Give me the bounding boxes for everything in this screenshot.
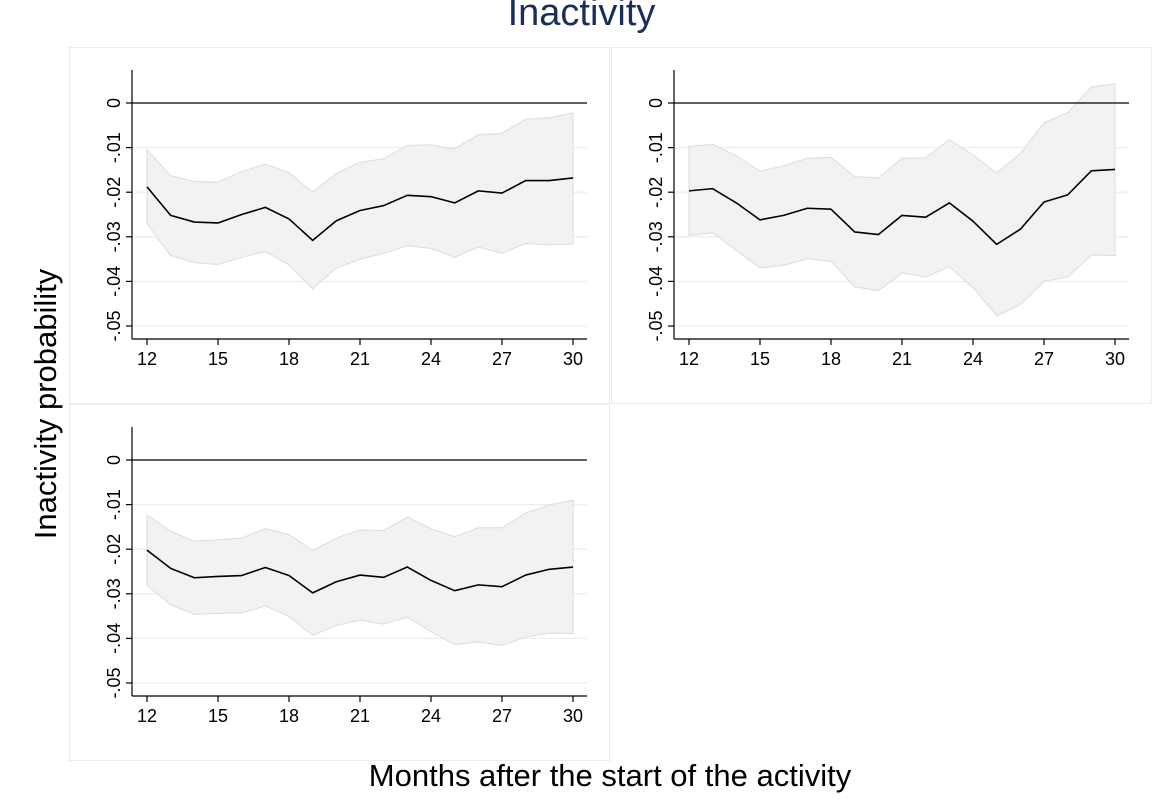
x-tick-label: 21 [350, 706, 370, 726]
series-line [146, 549, 574, 594]
x-tick-label: 12 [679, 349, 699, 369]
x-tick-label: 15 [208, 706, 228, 726]
x-tick-label: 18 [821, 349, 841, 369]
series-line [688, 168, 1116, 246]
y-tick-label: -.03 [104, 578, 124, 609]
y-axis-label: Inactivity probability [28, 268, 63, 540]
x-tick-label: 30 [563, 349, 583, 369]
y-tick-label: -.01 [104, 132, 124, 163]
y-tick-label: -.04 [104, 266, 124, 297]
chart-panel-1: 0 -.01 -.02 -.03 -.04 -.05 12 15 18 21 24 27 30 [69, 47, 610, 404]
x-tick-label: 24 [963, 349, 983, 369]
x-tick-label: 18 [279, 706, 299, 726]
x-tick-label: 21 [892, 349, 912, 369]
y-tick-label: -.01 [646, 132, 666, 163]
y-tick-label: -.05 [646, 310, 666, 341]
confidence-band [688, 83, 1116, 317]
x-tick-label: 24 [421, 349, 441, 369]
y-tick-label: -.01 [104, 489, 124, 520]
y-tick-label: 0 [104, 455, 124, 465]
confidence-band [146, 112, 574, 290]
y-tick-label: -.04 [646, 266, 666, 297]
y-tick-label: -.05 [104, 667, 124, 698]
chart-svg-3: 0 -.01 -.02 -.03 -.04 -.05 12 15 18 21 24 27 30 [104, 427, 587, 726]
x-tick-label: 27 [492, 706, 512, 726]
x-tick-label: 24 [421, 706, 441, 726]
y-tick-label: -.02 [104, 177, 124, 208]
chart-svg-1: 0 -.01 -.02 -.03 -.04 -.05 12 15 18 21 24 27 30 [104, 70, 587, 369]
x-tick-label: 12 [137, 706, 157, 726]
y-tick-label: -.02 [104, 534, 124, 565]
x-tick-label: 27 [492, 349, 512, 369]
x-tick-label: 30 [1105, 349, 1125, 369]
chart-svg-2: 0 -.01 -.02 -.03 -.04 -.05 12 15 18 21 24 27 30 [646, 70, 1129, 369]
figure-title: Inactivity [507, 0, 656, 34]
series-line [146, 177, 574, 242]
y-tick-label: 0 [646, 98, 666, 108]
x-tick-label: 15 [208, 349, 228, 369]
x-axis-label: Months after the start of the activity [368, 758, 852, 793]
chart-panel-3: 0 -.01 -.02 -.03 -.04 -.05 12 15 18 21 24 27 30 [69, 404, 610, 761]
x-tick-label: 30 [563, 706, 583, 726]
y-tick-label: -.02 [646, 177, 666, 208]
x-tick-label: 12 [137, 349, 157, 369]
y-tick-label: -.03 [104, 221, 124, 252]
chart-panel-2: 0 -.01 -.02 -.03 -.04 -.05 12 15 18 21 24 27 30 [611, 47, 1152, 404]
confidence-band [146, 499, 574, 647]
y-tick-label: -.04 [104, 623, 124, 654]
y-tick-label: -.05 [104, 310, 124, 341]
y-tick-label: 0 [104, 98, 124, 108]
x-tick-label: 21 [350, 349, 370, 369]
x-tick-label: 27 [1034, 349, 1054, 369]
y-tick-label: -.03 [646, 221, 666, 252]
x-tick-label: 15 [750, 349, 770, 369]
x-tick-label: 18 [279, 349, 299, 369]
